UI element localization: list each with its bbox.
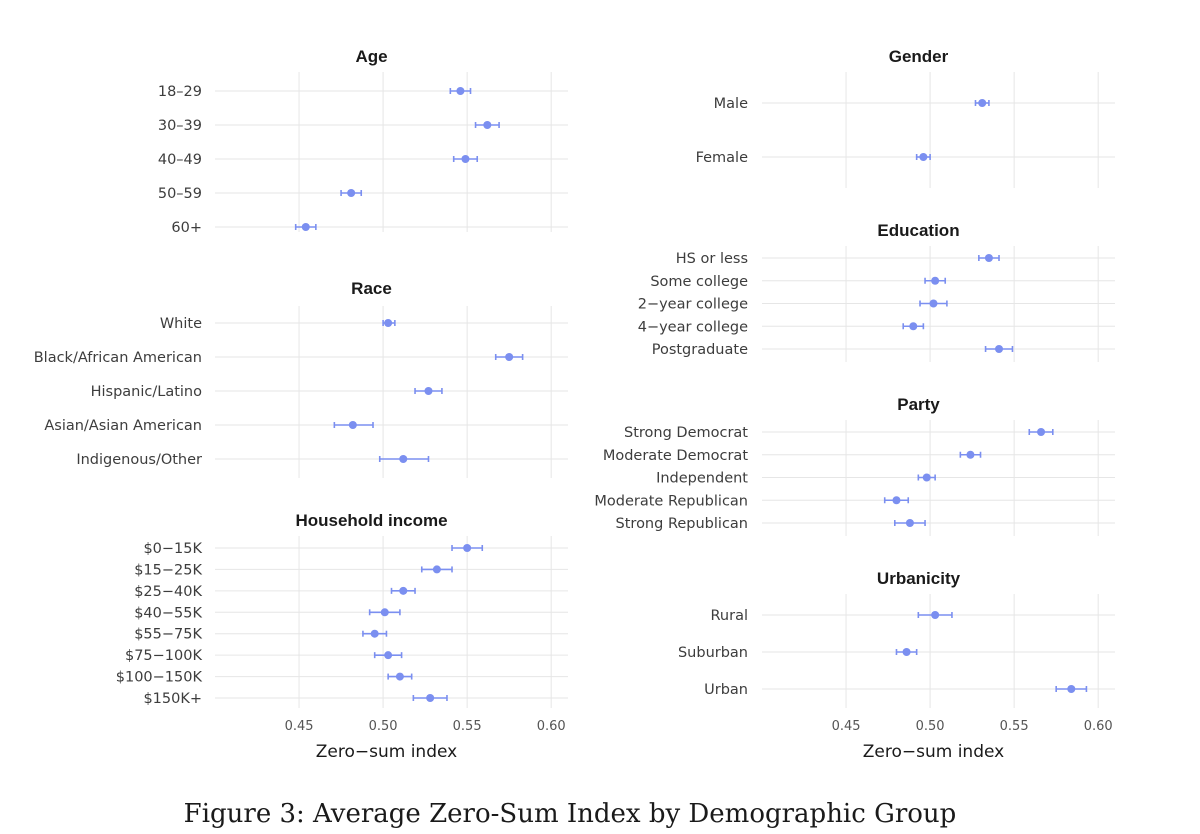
category-label: Moderate Democrat bbox=[603, 448, 748, 464]
category-label: $55−75K bbox=[134, 627, 202, 643]
category-label: Rural bbox=[711, 608, 749, 624]
x-tick-label: 0.45 bbox=[832, 719, 861, 734]
category-label: $150K+ bbox=[143, 691, 202, 707]
category-label: Strong Republican bbox=[616, 516, 748, 532]
data-point bbox=[399, 455, 408, 463]
category-label: 18–29 bbox=[158, 84, 202, 100]
data-point bbox=[929, 299, 938, 308]
category-label: Hispanic/Latino bbox=[91, 384, 203, 400]
panel-urbanicity: Urbanicity Rural Suburban Urban 0.45 0.50 0.55… bbox=[678, 569, 1115, 762]
panel-title: Education bbox=[877, 221, 959, 240]
panel-title: Race bbox=[351, 279, 392, 298]
category-label: Strong Democrat bbox=[624, 425, 748, 441]
data-point bbox=[370, 629, 379, 638]
panel-title: Gender bbox=[889, 47, 949, 66]
data-point bbox=[1067, 685, 1076, 693]
x-axis-title: Zero−sum index bbox=[316, 742, 457, 762]
data-point bbox=[461, 155, 470, 163]
data-point bbox=[432, 565, 441, 574]
category-label: HS or less bbox=[676, 251, 748, 267]
category-label: $100−150K bbox=[116, 670, 203, 686]
x-tick-label: 0.60 bbox=[1084, 719, 1113, 734]
category-label: $25−40K bbox=[134, 584, 202, 600]
x-tick-label: 0.50 bbox=[369, 719, 398, 734]
category-label: Suburban bbox=[678, 645, 748, 661]
data-point bbox=[978, 99, 987, 107]
data-point bbox=[909, 322, 918, 331]
data-point bbox=[348, 421, 357, 429]
data-point bbox=[902, 648, 911, 656]
data-point bbox=[426, 694, 435, 702]
category-label: 2−year college bbox=[638, 297, 748, 313]
data-point bbox=[1037, 428, 1046, 436]
data-point bbox=[505, 353, 514, 361]
category-label: Indigenous/Other bbox=[76, 452, 202, 468]
category-label: Some college bbox=[650, 274, 748, 290]
x-tick-label: 0.55 bbox=[453, 719, 482, 734]
category-label: Male bbox=[714, 96, 748, 112]
data-point bbox=[384, 319, 393, 327]
category-label: Urban bbox=[704, 682, 748, 698]
data-point bbox=[301, 223, 310, 231]
panel-title: Age bbox=[355, 47, 387, 66]
data-point bbox=[984, 254, 993, 262]
data-point bbox=[463, 544, 472, 552]
x-tick-label: 0.50 bbox=[916, 719, 945, 734]
panel-title: Party bbox=[897, 395, 940, 414]
panel-race: Race White Black/African American Hispanic/… bbox=[34, 279, 568, 478]
category-label: Postgraduate bbox=[652, 342, 748, 358]
data-point bbox=[380, 608, 389, 617]
panel-gender: Gender Male Female bbox=[696, 47, 1115, 188]
data-point bbox=[931, 611, 940, 619]
category-label: Independent bbox=[656, 471, 748, 487]
category-label: $15−25K bbox=[134, 562, 202, 578]
data-point bbox=[966, 450, 975, 459]
data-point bbox=[399, 586, 408, 595]
panel-household-income: Household income $0−15K $15−25K $25−40K $40−… bbox=[116, 511, 568, 762]
category-label: 50–59 bbox=[158, 186, 202, 202]
category-label: Asian/Asian American bbox=[44, 418, 202, 434]
data-point bbox=[384, 651, 393, 660]
category-label: 60+ bbox=[171, 220, 202, 236]
category-label: White bbox=[160, 316, 202, 332]
data-point bbox=[922, 473, 931, 482]
data-point bbox=[892, 496, 901, 505]
data-point bbox=[931, 276, 940, 285]
panel-title: Urbanicity bbox=[877, 569, 961, 588]
category-label: 30–39 bbox=[158, 118, 202, 134]
category-label: Black/African American bbox=[34, 350, 202, 366]
category-label: $40−55K bbox=[134, 605, 202, 621]
panel-education: Education HS or less Some college 2−year co… bbox=[638, 221, 1115, 362]
data-point bbox=[424, 387, 433, 395]
category-label: Female bbox=[696, 150, 749, 166]
category-label: 4−year college bbox=[638, 319, 748, 335]
data-point bbox=[456, 87, 465, 95]
panel-party: Party Strong Democrat Moderate Democrat Ind… bbox=[594, 395, 1115, 536]
panel-age: Age 18–29 30–39 40–49 50–59 60+ bbox=[158, 47, 568, 236]
panels: Age 18–29 30–39 40–49 50–59 60+ Race White Black… bbox=[34, 47, 1115, 762]
data-point bbox=[483, 121, 492, 129]
data-point bbox=[395, 672, 404, 681]
panel-title: Household income bbox=[295, 511, 447, 530]
x-tick-label: 0.60 bbox=[537, 719, 566, 734]
x-tick-label: 0.55 bbox=[1000, 719, 1029, 734]
data-point bbox=[905, 519, 914, 527]
category-label: 40–49 bbox=[158, 152, 202, 168]
category-label: $0−15K bbox=[143, 541, 202, 557]
data-point bbox=[995, 345, 1004, 353]
category-label: Moderate Republican bbox=[594, 493, 748, 509]
figure-caption: Figure 3: Average Zero-Sum Index by Demo… bbox=[184, 799, 957, 829]
data-point bbox=[347, 189, 356, 197]
x-axis-title: Zero−sum index bbox=[863, 742, 1004, 762]
data-point bbox=[919, 153, 928, 161]
x-tick-label: 0.45 bbox=[285, 719, 314, 734]
category-label: $75−100K bbox=[125, 648, 203, 664]
